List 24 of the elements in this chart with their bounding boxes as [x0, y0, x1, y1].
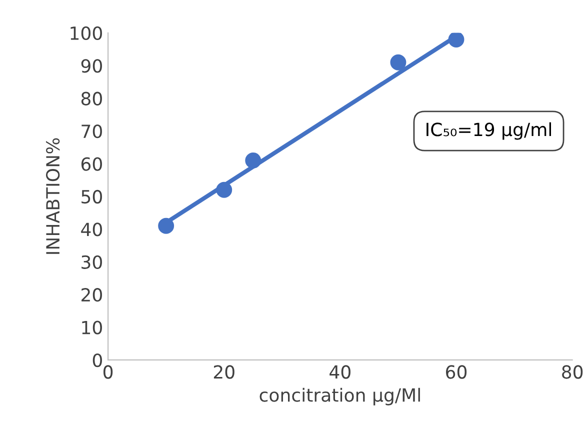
x-tick-label: 40 — [330, 365, 350, 379]
point — [390, 54, 406, 70]
y-tick-label: 50 — [82, 190, 102, 204]
y-tick-label: 0 — [92, 353, 102, 368]
x-tick-label: 60 — [446, 365, 467, 379]
y-tick-label: 30 — [82, 255, 102, 269]
x-tick-label: 20 — [214, 365, 234, 379]
x-tick-label: 0 — [103, 365, 113, 379]
x-tick-label: 80 — [562, 365, 583, 379]
point — [448, 32, 464, 48]
y-tick-label: 10 — [82, 320, 102, 334]
point — [158, 218, 174, 234]
y-tick-label: 90 — [81, 59, 102, 73]
y-tick-label: 100 — [70, 26, 102, 40]
y-tick-label: 80 — [81, 92, 102, 106]
point — [216, 182, 232, 198]
point — [245, 152, 262, 168]
x-axis-title: concitration µg/Ml — [260, 388, 420, 406]
y-tick-label: 60 — [81, 157, 102, 171]
y-axis-title: INHABTION% — [46, 138, 60, 254]
y-tick-label: 70 — [82, 124, 102, 138]
y-tick-label: 20 — [82, 288, 102, 302]
annotation: IC₅₀=19 µg/ml — [426, 122, 551, 140]
y-tick-label: 40 — [81, 222, 102, 236]
